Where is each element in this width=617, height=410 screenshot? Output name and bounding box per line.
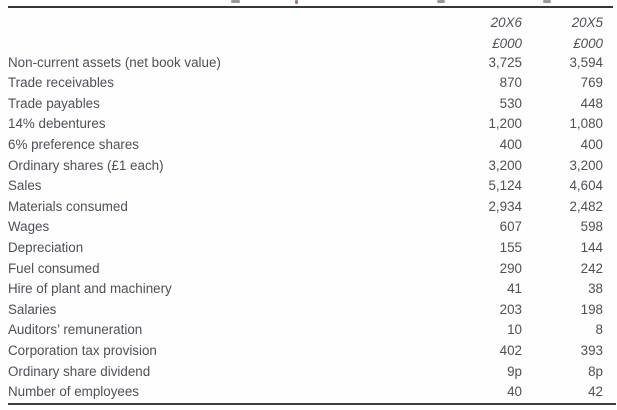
table-row: Trade payables 530 448 xyxy=(8,94,613,115)
table-row: Wages 607 598 xyxy=(8,217,613,238)
value-20x6: 2,934 xyxy=(488,198,522,214)
financial-table: 20X6 20X5 £000 £000 Non-current assets (… xyxy=(8,13,613,403)
value-20x5: 8 xyxy=(595,322,603,338)
value-20x6: 402 xyxy=(499,343,522,358)
row-label: Trade receivables xyxy=(8,75,114,91)
unit-header-20x6: £000 xyxy=(492,35,522,51)
value-20x6: 870 xyxy=(499,75,522,91)
row-label: Ordinary share dividend xyxy=(8,363,151,379)
row-label: Fuel consumed xyxy=(8,260,100,276)
value-20x5: 144 xyxy=(580,240,603,256)
table-row: Sales 5,124 4,604 xyxy=(8,176,613,197)
table-row: Materials consumed 2,934 2,482 xyxy=(8,197,613,218)
table-row: 6% preference shares 400 400 xyxy=(8,135,613,156)
value-20x6: 5,124 xyxy=(488,178,522,194)
value-20x5: 8p xyxy=(588,363,603,379)
row-label: Trade payables xyxy=(8,95,100,111)
value-20x5: 3,594 xyxy=(569,54,603,70)
row-label: Auditors’ remuneration xyxy=(8,322,143,338)
value-20x5: 448 xyxy=(580,95,603,111)
row-label: Ordinary shares (£1 each) xyxy=(8,157,164,173)
table-row: Ordinary share dividend 9p 8p xyxy=(8,362,613,383)
value-20x6: 290 xyxy=(499,260,522,276)
value-20x6: 1,200 xyxy=(488,116,522,132)
table-top-rule xyxy=(8,6,613,8)
value-20x6: 607 xyxy=(499,219,522,235)
cropped-text-fragment xyxy=(437,0,445,3)
value-20x5: 3,200 xyxy=(569,157,603,173)
column-header-20x6: 20X6 xyxy=(490,15,522,30)
value-20x5: 38 xyxy=(588,281,603,297)
row-label: Hire of plant and machinery xyxy=(8,281,172,297)
row-label: Depreciation xyxy=(8,240,84,256)
table-row: Ordinary shares (£1 each) 3,200 3,200 xyxy=(8,156,613,177)
row-label: 6% preference shares xyxy=(8,137,140,153)
row-label: Corporation tax provision xyxy=(8,343,157,358)
value-20x5: 242 xyxy=(580,260,603,276)
table-header-units: £000 £000 xyxy=(8,34,613,53)
table-row: Salaries 203 198 xyxy=(8,300,613,321)
table-row: Corporation tax provision 402 393 xyxy=(8,341,613,362)
value-20x5: 400 xyxy=(580,137,603,153)
value-20x6: 530 xyxy=(499,95,522,111)
table-row: Auditors’ remuneration 10 8 xyxy=(8,320,613,341)
value-20x5: 393 xyxy=(580,343,603,358)
table-row: 14% debentures 1,200 1,080 xyxy=(8,114,613,135)
table-bottom-rule xyxy=(8,403,616,405)
value-20x6: 400 xyxy=(499,137,522,153)
row-label: Salaries xyxy=(8,301,57,317)
table-row: Number of employees 40 42 xyxy=(8,382,613,403)
value-20x6: 203 xyxy=(499,301,522,317)
row-label: Non-current assets (net book value) xyxy=(8,54,221,70)
value-20x6: 9p xyxy=(507,363,522,379)
value-20x5: 2,482 xyxy=(569,198,603,214)
value-20x5: 42 xyxy=(588,384,603,400)
value-20x6: 41 xyxy=(507,281,522,297)
value-20x5: 769 xyxy=(580,75,603,91)
value-20x6: 3,725 xyxy=(488,54,522,70)
value-20x5: 598 xyxy=(580,219,603,235)
cropped-text-fragment xyxy=(543,0,551,3)
unit-header-20x5: £000 xyxy=(573,35,603,51)
value-20x5: 198 xyxy=(580,301,603,317)
value-20x6: 10 xyxy=(507,322,522,338)
value-20x6: 40 xyxy=(507,384,522,400)
table-row: Fuel consumed 290 242 xyxy=(8,259,613,280)
table-row: Depreciation 155 144 xyxy=(8,238,613,259)
column-header-20x5: 20X5 xyxy=(571,15,603,30)
row-label: Materials consumed xyxy=(8,198,128,214)
value-20x6: 3,200 xyxy=(488,157,522,173)
value-20x6: 155 xyxy=(499,240,522,256)
header-spacer xyxy=(8,13,442,34)
row-label: Number of employees xyxy=(8,384,139,400)
header-spacer xyxy=(8,34,442,53)
cropped-text-fragment xyxy=(231,0,240,3)
row-label: Wages xyxy=(8,219,50,235)
cropped-text-fragment xyxy=(295,0,298,4)
table-row: Hire of plant and machinery 41 38 xyxy=(8,279,613,300)
row-label: Sales xyxy=(8,178,42,194)
value-20x5: 4,604 xyxy=(569,178,603,194)
table-header-years: 20X6 20X5 xyxy=(8,13,613,34)
table-row: Non-current assets (net book value) 3,72… xyxy=(8,53,613,74)
value-20x5: 1,080 xyxy=(569,116,603,132)
row-label: 14% debentures xyxy=(8,116,106,132)
table-row: Trade receivables 870 769 xyxy=(8,73,613,94)
